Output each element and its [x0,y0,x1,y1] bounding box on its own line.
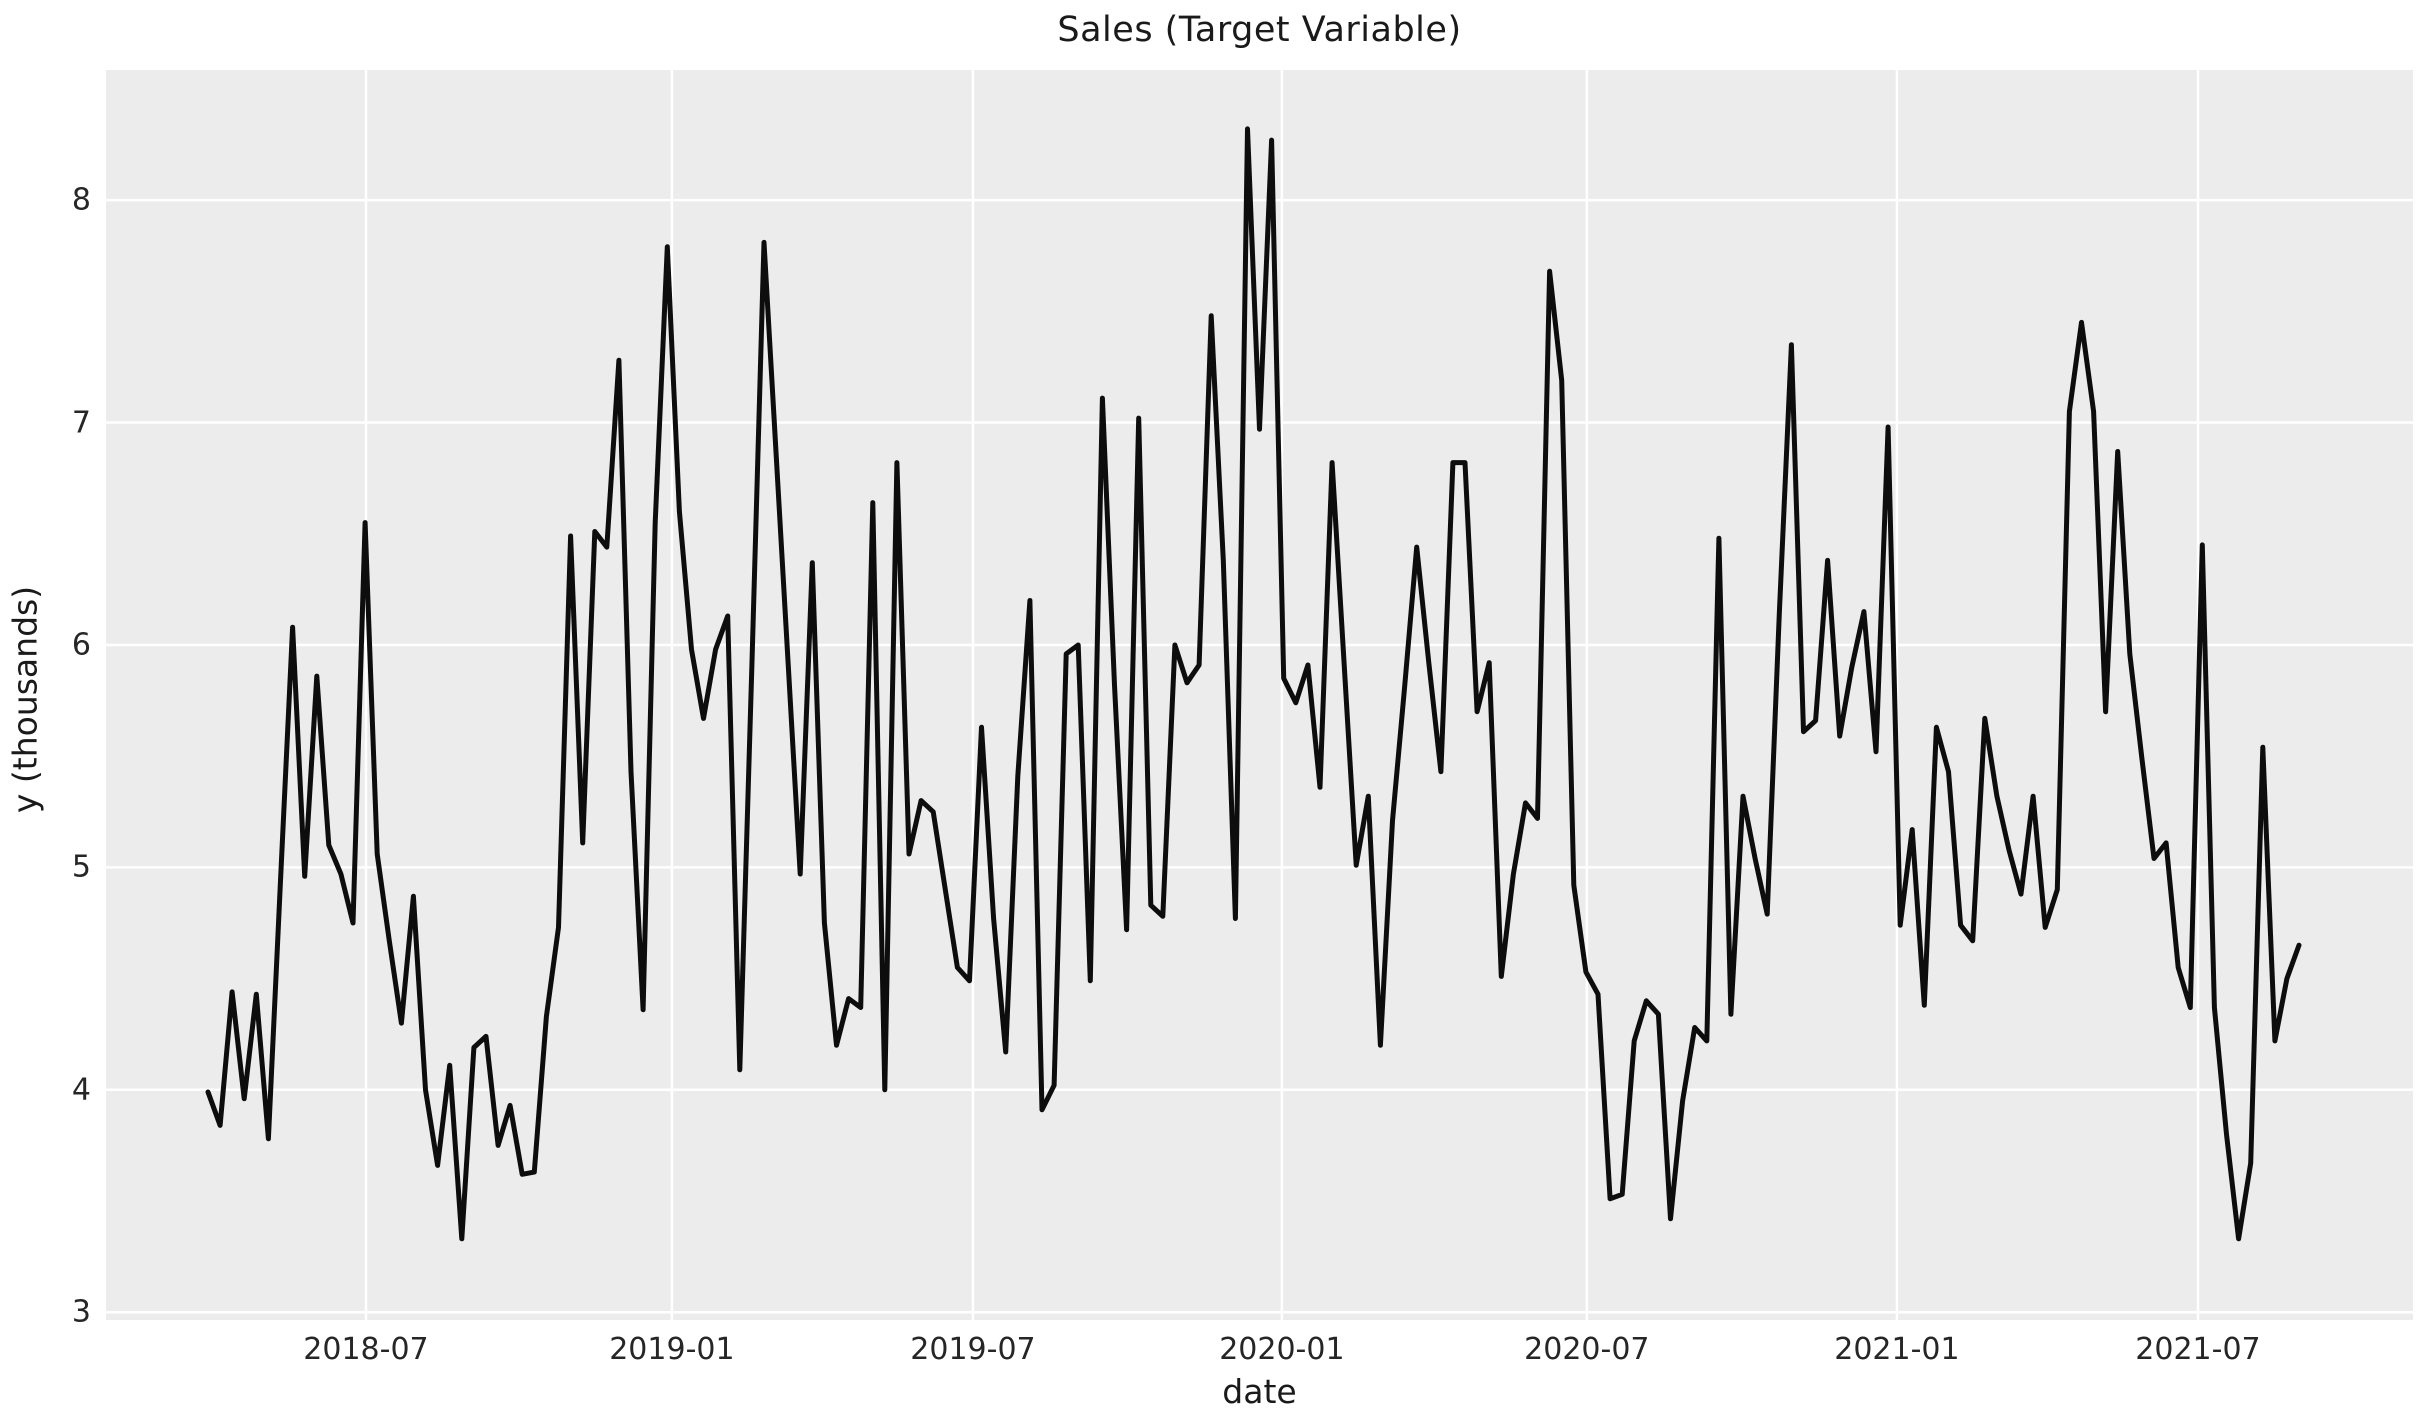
y-tick-label: 5 [71,849,91,885]
y-axis-label: y (thousands) [5,585,45,814]
y-tick-label: 7 [71,405,91,441]
x-tick-label: 2019-01 [609,1332,735,1367]
y-tick-label: 8 [71,182,91,218]
grid-lines [106,70,2413,1320]
x-tick-label: 2020-01 [1219,1332,1345,1367]
plot-background [106,70,2413,1320]
x-tick-label: 2019-07 [910,1332,1036,1367]
y-tick-label: 6 [71,627,91,663]
x-tick-label: 2021-07 [2135,1332,2261,1367]
sales-line-series [205,126,2302,1242]
x-tick-label: 2018-07 [303,1332,429,1367]
y-tick-label: 4 [71,1072,91,1108]
y-tick-label: 3 [71,1294,91,1330]
x-tick-label: 2020-07 [1524,1332,1650,1367]
chart-title: Sales (Target Variable) [1057,10,1462,50]
x-tick-label: 2021-01 [1834,1332,1960,1367]
x-axis-label: date [1222,1372,1297,1411]
